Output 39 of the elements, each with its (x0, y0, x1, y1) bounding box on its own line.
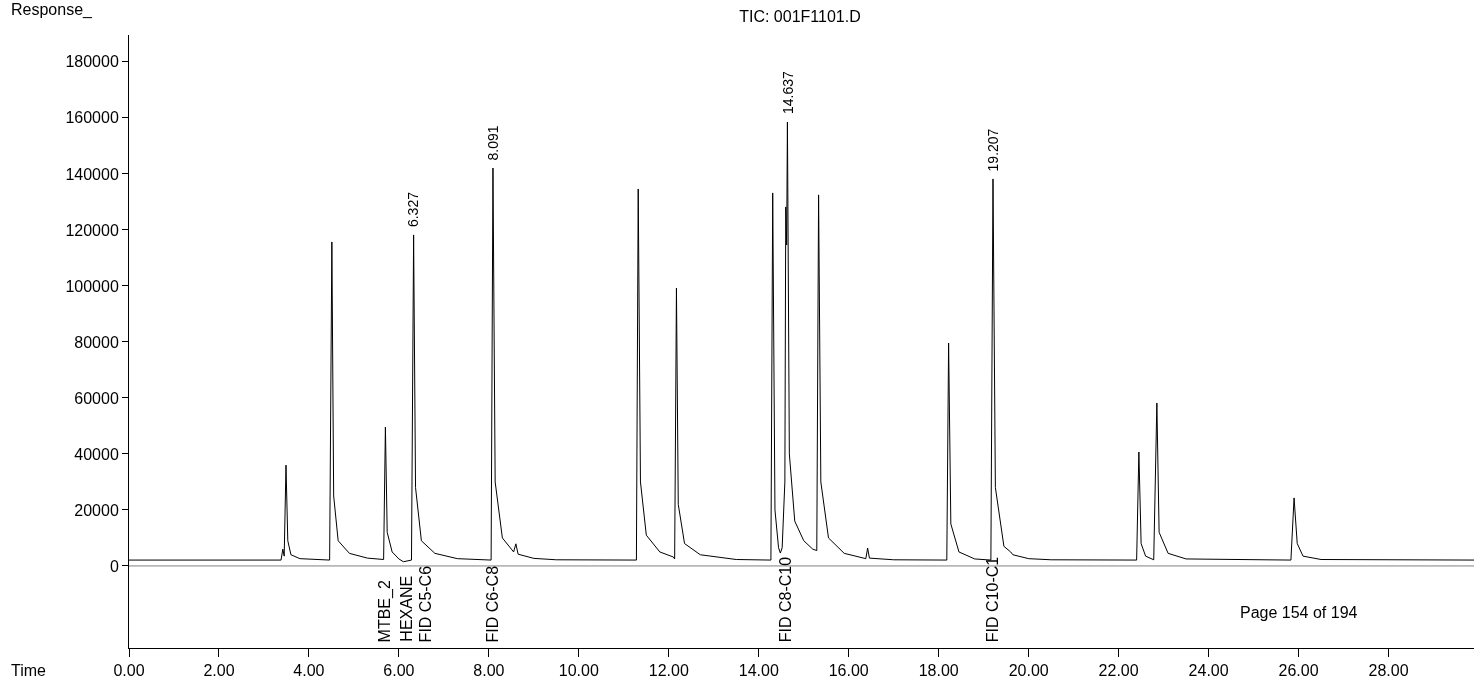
annotation: FID C8-C10 (777, 556, 795, 643)
chart-title: TIC: 001F1101.D (739, 7, 861, 25)
y-tick-label: 0 (109, 557, 119, 575)
annotation: 14.637 (779, 70, 796, 115)
y-tick-label: 40000 (74, 445, 119, 463)
x-tick-label: 28.00 (1368, 662, 1409, 680)
annotation: 19.207 (984, 128, 1001, 172)
annotation: Page 154 of 194 (1240, 604, 1358, 621)
x-tick-label: 18.00 (918, 662, 959, 680)
annotation: HEXANE (397, 575, 415, 642)
x-tick-label: 22.00 (1098, 662, 1139, 680)
x-axis-title: Time (11, 662, 47, 679)
y-tick-label: 120000 (65, 221, 119, 239)
x-tick-label: 6.00 (383, 662, 415, 680)
y-tick-label: 20000 (74, 501, 119, 519)
annotation: 8.091 (485, 125, 502, 161)
y-tick-label: 80000 (74, 333, 119, 351)
x-tick-label: 0.00 (113, 662, 145, 680)
x-tick-label: 2.00 (203, 662, 235, 680)
x-tick-label: 24.00 (1188, 662, 1229, 680)
x-tick-label: 12.00 (648, 662, 689, 680)
x-tick-label: 14.00 (738, 662, 779, 680)
y-tick-label: 100000 (65, 277, 119, 295)
y-tick-label: 140000 (65, 165, 119, 183)
x-tick-label: 16.00 (828, 662, 869, 680)
x-tick-label: 8.00 (473, 662, 505, 680)
y-axis-title: Response_ (11, 1, 94, 19)
x-tick-label: 10.00 (558, 662, 599, 680)
annotation: 6.327 (405, 191, 422, 228)
annotation: FID C10-C1 (984, 556, 1002, 643)
y-tick-label: 180000 (65, 53, 119, 71)
annotation: MTBE_2 (376, 580, 395, 643)
x-tick-label: 20.00 (1008, 662, 1049, 680)
annotation: FID C5-C6 (417, 565, 435, 643)
x-tick-label: 4.00 (293, 662, 325, 680)
annotation: FID C6-C8 (484, 565, 502, 643)
x-tick-label: 26.00 (1278, 662, 1319, 680)
y-tick-label: 60000 (74, 389, 119, 407)
y-tick-label: 160000 (65, 109, 119, 127)
